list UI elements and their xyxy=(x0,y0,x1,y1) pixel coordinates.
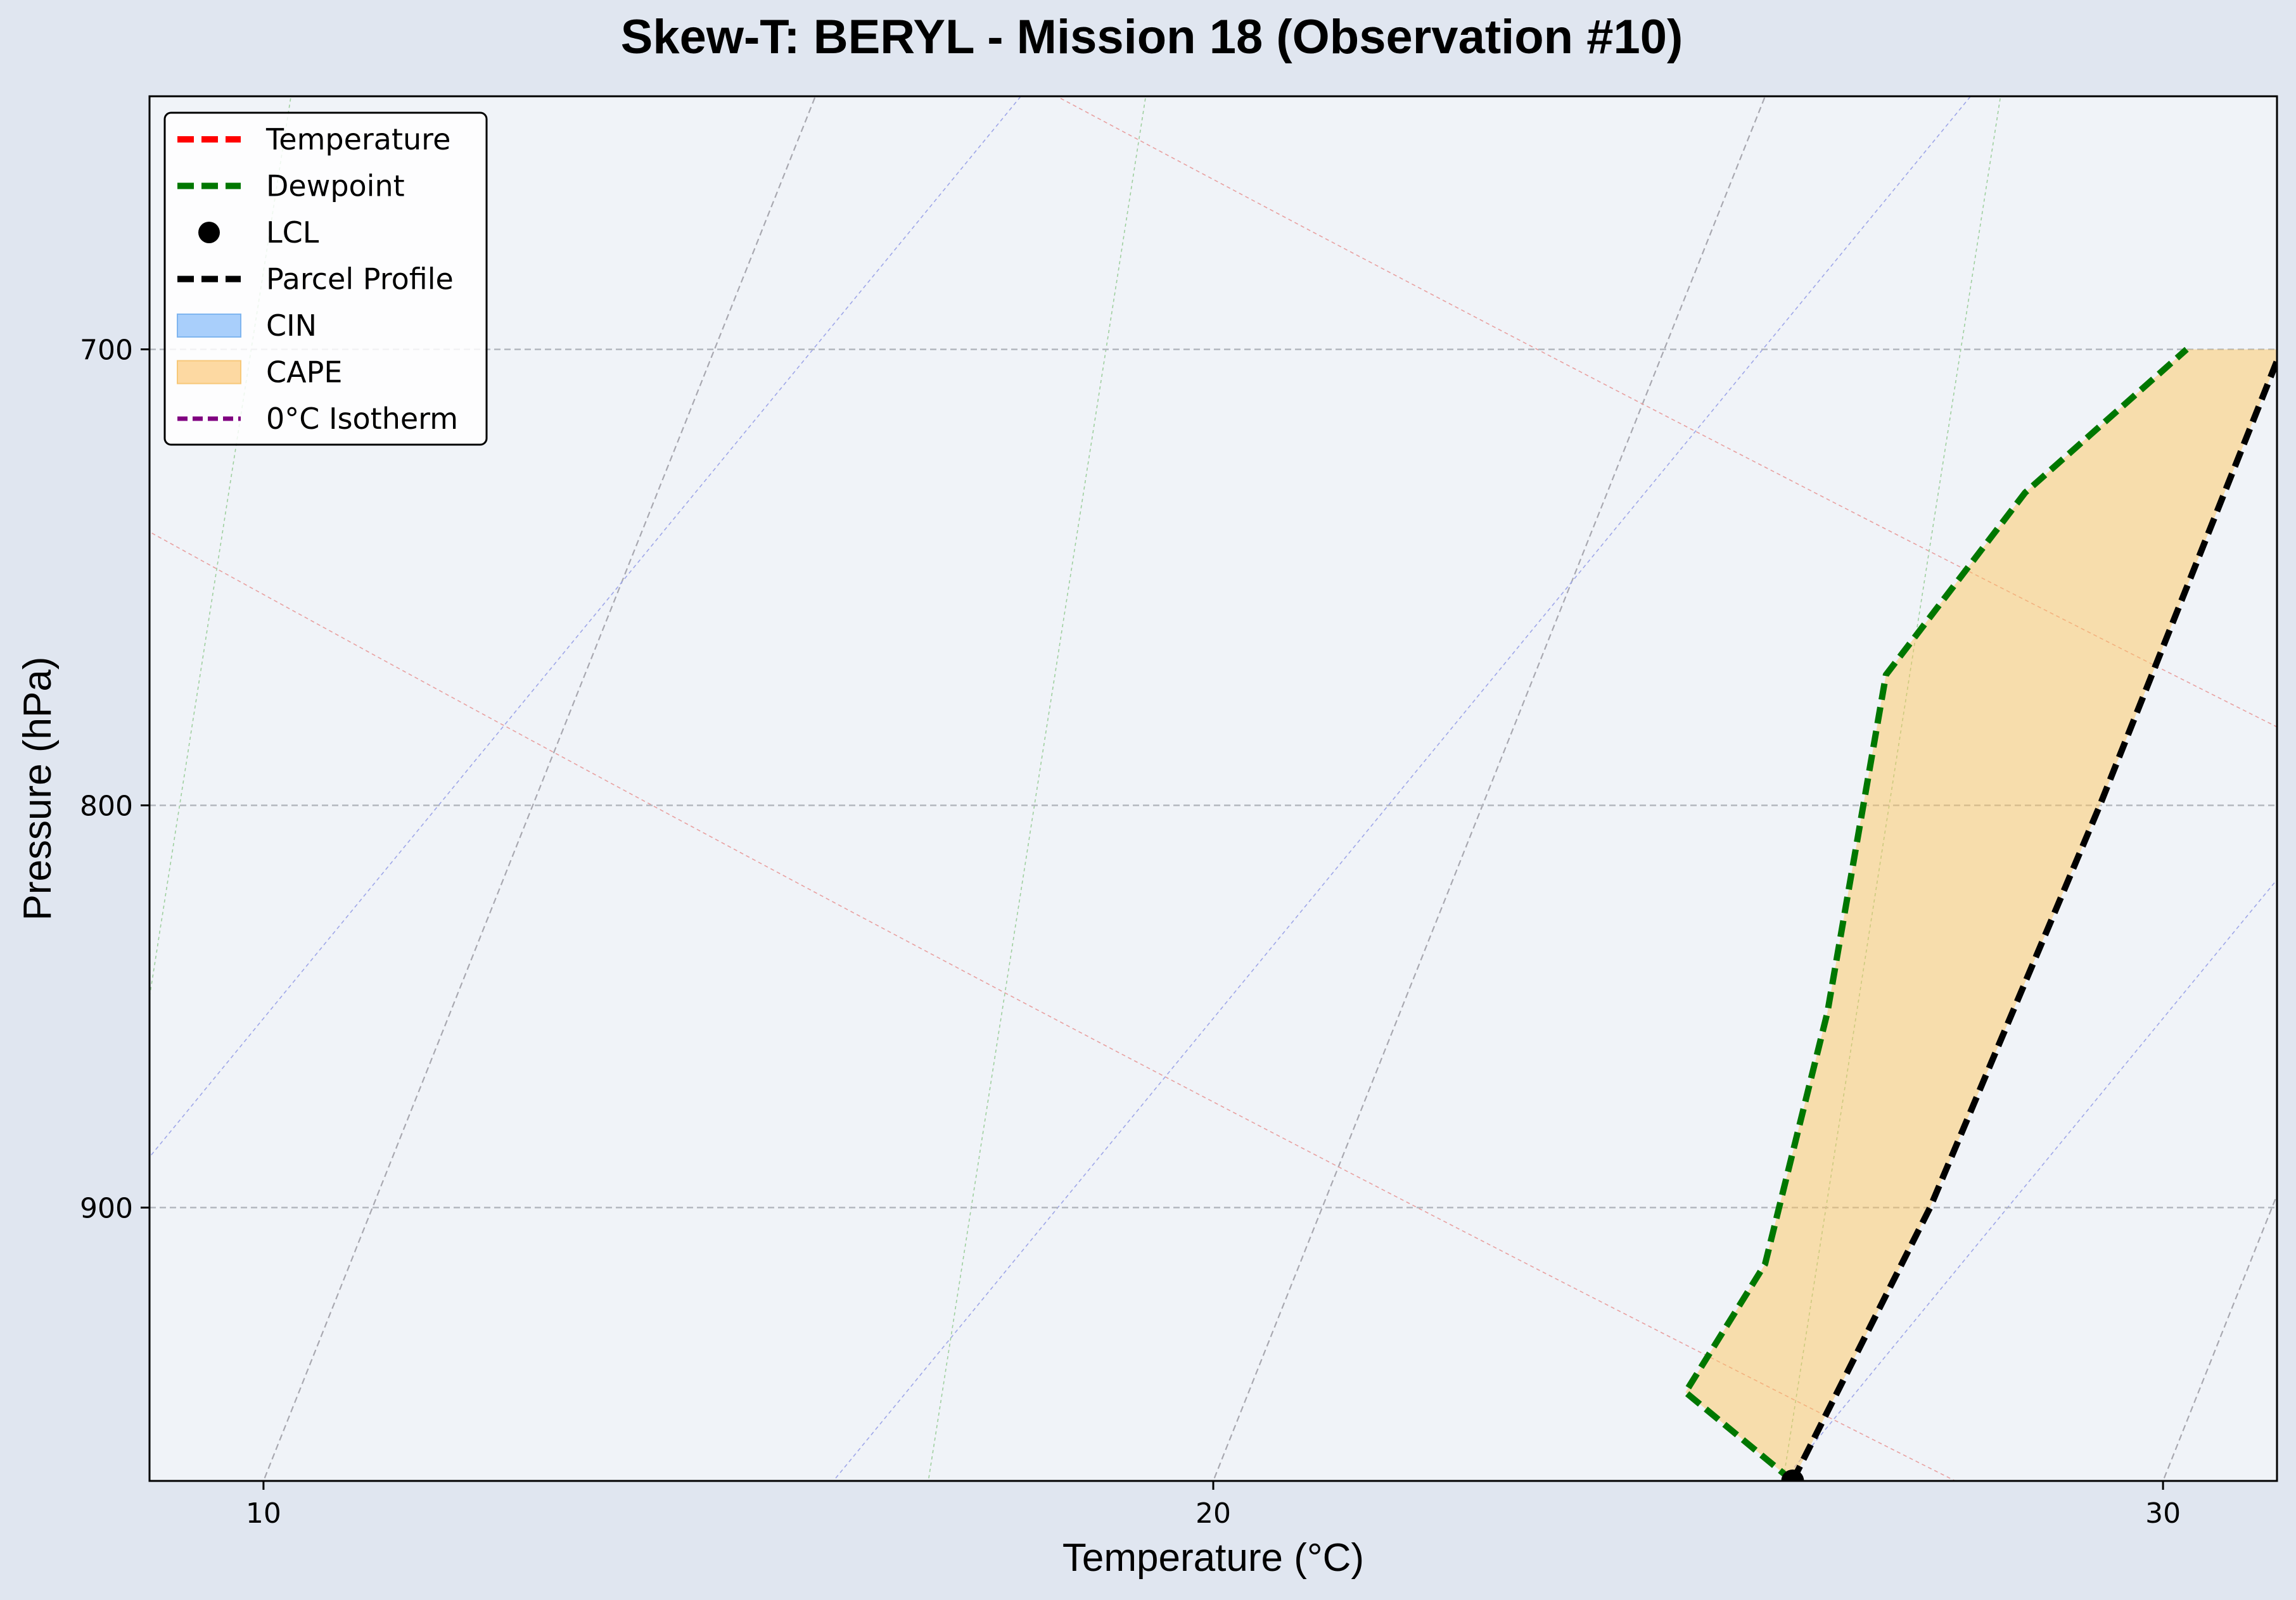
legend-label: Temperature xyxy=(265,122,450,156)
legend-label: 0°C Isotherm xyxy=(266,402,458,436)
legend-entry: Temperature xyxy=(177,122,450,156)
series-layer xyxy=(1682,346,2277,1481)
dewpoint-line xyxy=(1682,346,2189,1481)
legend-entry: CAPE xyxy=(177,355,342,390)
axis-ticks: 10 20 30 700 800 900 xyxy=(80,334,2181,1530)
moist-adiabat-line xyxy=(832,96,1972,1481)
cape-fill-layer xyxy=(1685,349,2277,1481)
y-axis-label: Pressure (hPa) xyxy=(16,657,60,921)
background-guide-lines xyxy=(150,96,2277,1481)
legend-entry: LCL xyxy=(198,215,319,250)
y-tick-label: 900 xyxy=(80,1192,133,1224)
legend-box xyxy=(163,111,488,446)
legend-label: Parcel Profile xyxy=(266,262,454,296)
y-tick-label: 800 xyxy=(80,790,133,822)
legend: Temperature Dewpoint LCL Parcel Profile CIN C… xyxy=(163,111,488,446)
mixing-ratio-line xyxy=(1782,96,2001,1481)
isotherm-line xyxy=(1212,96,1766,1481)
legend-swatch-patch xyxy=(177,360,241,384)
legend-swatch-patch xyxy=(177,314,241,338)
legend-label: CAPE xyxy=(266,355,342,390)
legend-entry: CIN xyxy=(177,308,317,343)
x-axis-label: Temperature (°C) xyxy=(1062,1536,1364,1580)
dry-adiabat-line xyxy=(1056,96,2277,728)
isotherm-line xyxy=(262,96,817,1481)
moist-adiabat-line xyxy=(150,96,1022,1159)
x-tick-label: 20 xyxy=(1196,1497,1231,1530)
legend-swatch-dot xyxy=(198,222,220,243)
dry-adiabat-line xyxy=(150,531,1956,1481)
legend-label: Dewpoint xyxy=(266,169,405,203)
legend-entry: Dewpoint xyxy=(177,169,405,203)
plot-area xyxy=(150,96,2277,1481)
x-tick-label: 30 xyxy=(2145,1497,2181,1530)
lcl-marker xyxy=(1781,1470,1804,1481)
chart-title: Skew-T: BERYL - Mission 18 (Observation … xyxy=(621,10,1683,64)
legend-label: CIN xyxy=(266,308,317,343)
cape-shading xyxy=(1685,349,2277,1481)
y-tick-label: 700 xyxy=(80,334,133,367)
moist-adiabat-line xyxy=(1782,879,2277,1481)
legend-label: LCL xyxy=(266,215,319,250)
legend-entry: 0°C Isotherm xyxy=(177,402,458,436)
mixing-ratio-line xyxy=(928,96,1147,1481)
legend-entry: Parcel Profile xyxy=(177,262,454,296)
x-tick-label: 10 xyxy=(246,1497,281,1530)
parcel-profile-line xyxy=(1790,352,2277,1481)
